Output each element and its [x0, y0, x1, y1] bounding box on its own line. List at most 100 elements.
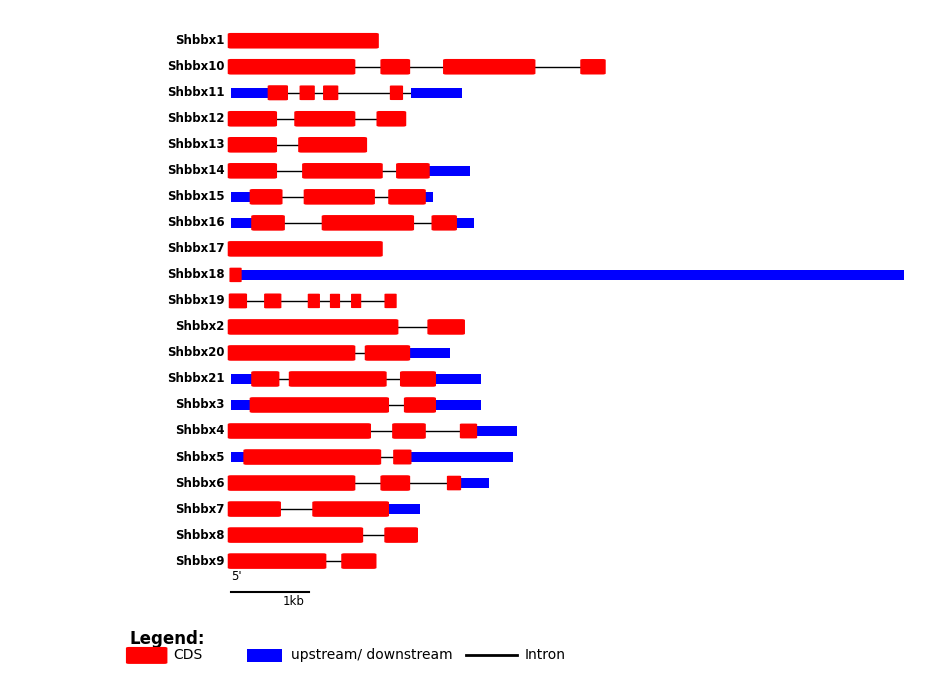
Bar	[426, 166, 469, 176]
FancyBboxPatch shape	[388, 189, 426, 205]
Text: Shbbx7: Shbbx7	[175, 502, 225, 516]
FancyBboxPatch shape	[350, 294, 361, 308]
FancyBboxPatch shape	[302, 163, 382, 179]
Text: Shbbx20: Shbbx20	[167, 347, 225, 359]
Bar	[411, 88, 462, 98]
Text: Shbbx15: Shbbx15	[167, 190, 225, 203]
FancyBboxPatch shape	[384, 527, 417, 543]
Text: Shbbx6: Shbbx6	[175, 477, 225, 489]
Text: 1kb: 1kb	[282, 595, 304, 608]
FancyBboxPatch shape	[384, 293, 396, 308]
Text: 5': 5'	[230, 570, 242, 583]
FancyBboxPatch shape	[364, 345, 410, 361]
Text: Shbbx14: Shbbx14	[167, 164, 225, 177]
FancyBboxPatch shape	[228, 33, 379, 48]
FancyBboxPatch shape	[228, 501, 280, 517]
FancyBboxPatch shape	[380, 475, 410, 491]
FancyBboxPatch shape	[399, 371, 435, 387]
FancyBboxPatch shape	[228, 527, 362, 543]
Bar	[407, 348, 449, 358]
FancyBboxPatch shape	[126, 647, 167, 664]
FancyBboxPatch shape	[228, 163, 277, 179]
Bar	[385, 504, 420, 514]
Text: Shbbx4: Shbbx4	[175, 424, 225, 437]
Text: CDS: CDS	[174, 648, 203, 662]
FancyBboxPatch shape	[427, 319, 464, 335]
Bar	[230, 452, 246, 462]
FancyBboxPatch shape	[228, 59, 355, 75]
FancyBboxPatch shape	[228, 241, 382, 257]
FancyBboxPatch shape	[329, 294, 340, 308]
FancyBboxPatch shape	[299, 85, 314, 100]
FancyBboxPatch shape	[244, 449, 380, 465]
FancyBboxPatch shape	[228, 345, 355, 361]
FancyBboxPatch shape	[341, 554, 376, 569]
Text: Shbbx11: Shbbx11	[167, 86, 225, 99]
FancyBboxPatch shape	[228, 137, 277, 153]
FancyBboxPatch shape	[447, 475, 461, 491]
FancyBboxPatch shape	[228, 424, 371, 439]
FancyBboxPatch shape	[393, 450, 411, 464]
Text: Shbbx21: Shbbx21	[167, 372, 225, 385]
Bar	[230, 88, 270, 98]
Bar	[230, 218, 254, 228]
Bar	[459, 478, 489, 488]
FancyBboxPatch shape	[308, 293, 320, 308]
FancyBboxPatch shape	[251, 371, 279, 387]
FancyBboxPatch shape	[228, 475, 355, 491]
Text: Shbbx19: Shbbx19	[167, 294, 225, 307]
FancyBboxPatch shape	[267, 85, 288, 100]
Bar	[409, 452, 513, 462]
FancyBboxPatch shape	[431, 215, 457, 230]
Bar	[230, 374, 254, 384]
FancyBboxPatch shape	[228, 319, 398, 335]
FancyBboxPatch shape	[298, 137, 366, 153]
FancyBboxPatch shape	[249, 189, 282, 205]
FancyBboxPatch shape	[380, 59, 410, 75]
FancyBboxPatch shape	[294, 111, 355, 127]
FancyBboxPatch shape	[229, 268, 242, 282]
Bar	[432, 374, 480, 384]
FancyBboxPatch shape	[321, 215, 413, 230]
FancyBboxPatch shape	[249, 397, 389, 413]
FancyBboxPatch shape	[403, 397, 435, 413]
Bar	[240, 270, 903, 280]
Text: Legend:: Legend:	[129, 630, 204, 648]
FancyBboxPatch shape	[443, 59, 535, 75]
FancyBboxPatch shape	[303, 189, 375, 205]
FancyBboxPatch shape	[251, 215, 284, 230]
FancyBboxPatch shape	[228, 293, 246, 309]
Text: upstream/ downstream: upstream/ downstream	[291, 648, 452, 662]
Text: Shbbx8: Shbbx8	[175, 529, 225, 542]
Text: Shbbx1: Shbbx1	[175, 34, 225, 47]
Text: Shbbx18: Shbbx18	[167, 268, 225, 282]
FancyBboxPatch shape	[228, 554, 326, 569]
Text: Shbbx2: Shbbx2	[175, 320, 225, 334]
Bar	[453, 218, 473, 228]
Text: Shbbx10: Shbbx10	[167, 60, 225, 73]
Text: Shbbx13: Shbbx13	[167, 138, 225, 152]
FancyBboxPatch shape	[289, 371, 386, 387]
Text: Intron: Intron	[524, 648, 565, 662]
Text: Shbbx5: Shbbx5	[175, 450, 225, 464]
Text: Shbbx3: Shbbx3	[175, 399, 225, 412]
Bar	[230, 400, 252, 410]
FancyBboxPatch shape	[392, 424, 426, 439]
FancyBboxPatch shape	[396, 163, 430, 179]
FancyBboxPatch shape	[312, 501, 389, 517]
Text: Shbbx9: Shbbx9	[175, 554, 225, 567]
Text: Shbbx17: Shbbx17	[167, 242, 225, 255]
Text: Shbbx16: Shbbx16	[167, 217, 225, 229]
FancyBboxPatch shape	[263, 293, 281, 309]
FancyBboxPatch shape	[228, 111, 277, 127]
Bar	[475, 426, 516, 436]
Text: Shbbx12: Shbbx12	[167, 112, 225, 125]
FancyBboxPatch shape	[460, 424, 477, 439]
Bar	[246, 649, 281, 662]
Bar	[432, 400, 480, 410]
FancyBboxPatch shape	[376, 111, 406, 127]
FancyBboxPatch shape	[323, 85, 338, 100]
Bar	[422, 192, 432, 202]
FancyBboxPatch shape	[390, 86, 403, 100]
Bar	[230, 192, 252, 202]
